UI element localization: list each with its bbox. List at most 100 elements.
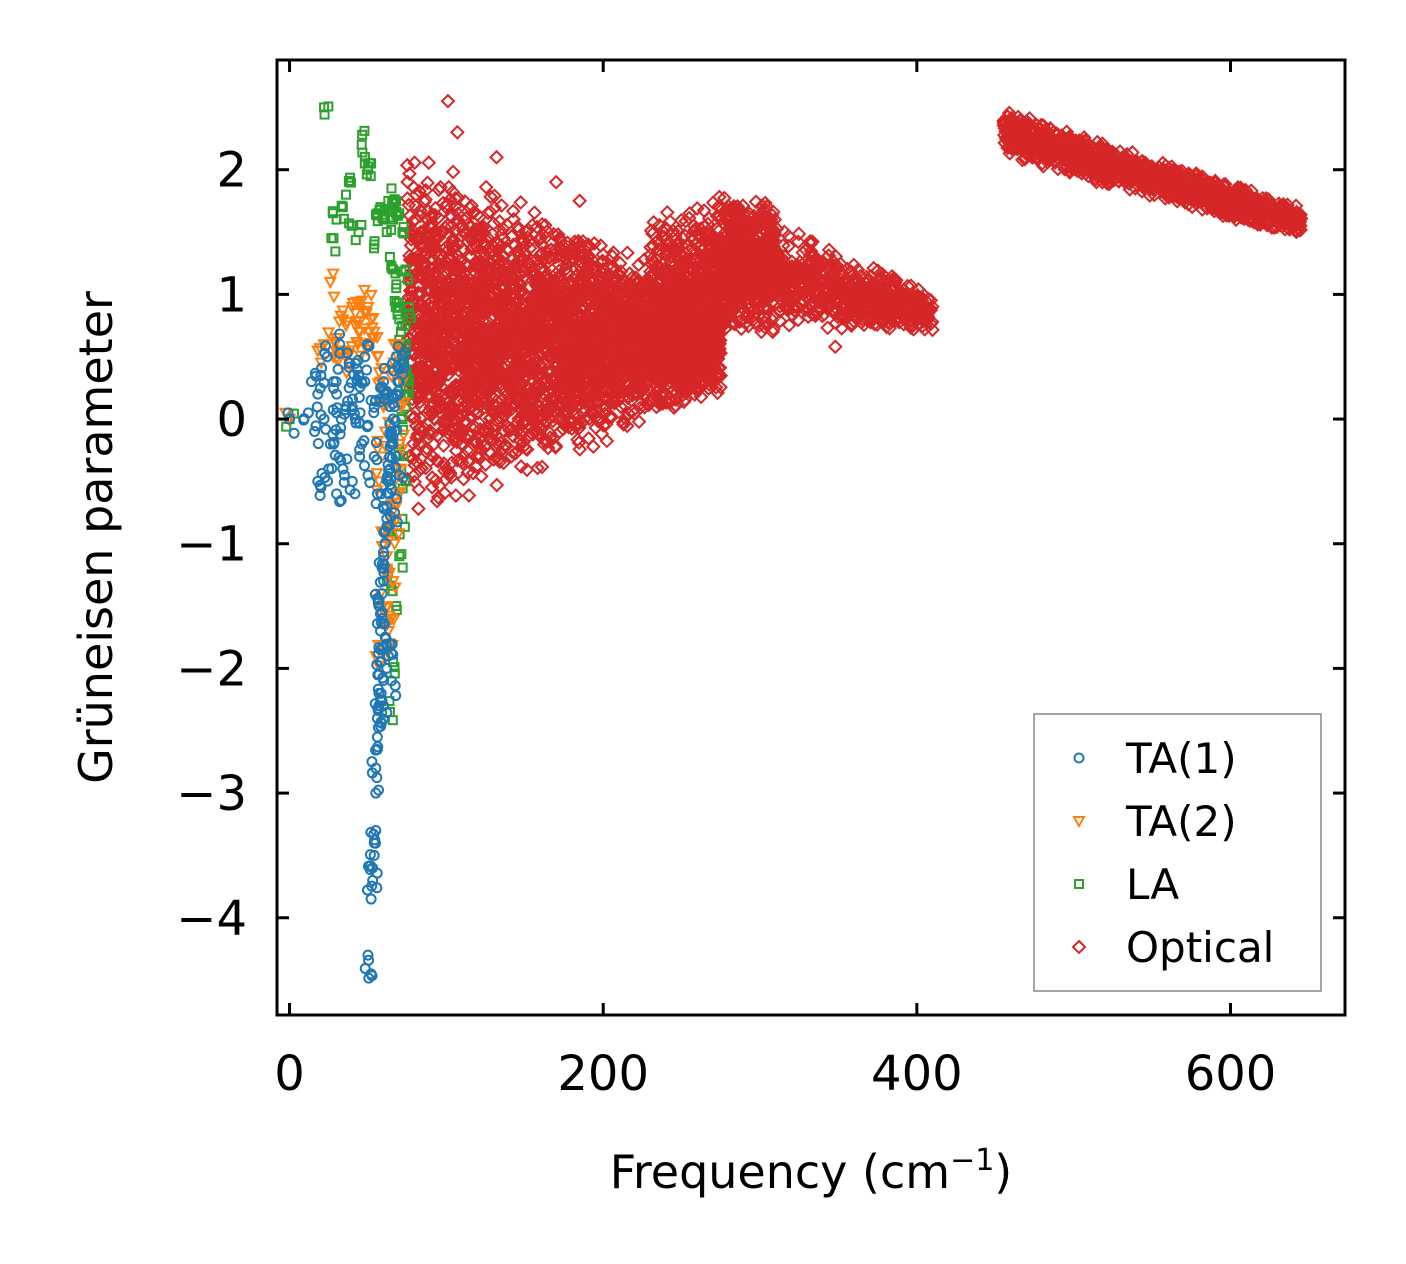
data-point	[568, 419, 584, 435]
data-point	[478, 179, 494, 195]
data-point	[558, 364, 573, 380]
data-point	[518, 224, 534, 240]
data-point	[619, 245, 635, 261]
data-point	[509, 219, 525, 234]
data-point	[542, 346, 558, 362]
data-point	[461, 488, 477, 503]
data-point	[513, 368, 529, 383]
data-point	[520, 254, 536, 270]
data-point	[709, 351, 725, 366]
data-point	[435, 415, 451, 431]
data-point	[489, 271, 504, 287]
data-point	[515, 383, 530, 399]
data-point	[562, 290, 578, 305]
data-point	[452, 253, 468, 269]
data-point	[486, 398, 502, 414]
data-point	[505, 203, 521, 219]
data-point	[423, 271, 439, 287]
data-point	[530, 460, 545, 476]
data-point	[710, 385, 726, 401]
data-point	[546, 284, 561, 300]
data-point	[429, 346, 445, 362]
data-point	[540, 400, 556, 416]
data-point	[505, 251, 521, 267]
data-point	[477, 439, 493, 454]
data-point	[414, 460, 429, 476]
data-point	[564, 246, 580, 261]
data-point	[502, 391, 518, 407]
data-point	[708, 331, 724, 347]
data-point	[713, 379, 728, 395]
data-point	[669, 235, 685, 251]
data-point	[483, 204, 498, 220]
data-point	[433, 179, 448, 195]
data-point	[533, 246, 549, 262]
data-point	[588, 331, 604, 347]
data-point	[486, 216, 502, 231]
data-point	[401, 197, 417, 213]
data-point	[488, 334, 504, 350]
data-point	[424, 316, 440, 332]
data-point	[507, 335, 523, 351]
data-point	[581, 321, 597, 337]
data-point	[550, 338, 566, 354]
data-point	[531, 232, 547, 248]
data-point	[484, 368, 500, 384]
data-point	[409, 442, 425, 458]
data-point	[584, 306, 600, 322]
data-point	[439, 417, 455, 433]
data-point	[479, 420, 495, 436]
data-point	[558, 369, 574, 385]
data-point	[469, 239, 485, 255]
data-point	[405, 347, 421, 363]
data-point	[507, 295, 523, 311]
data-point	[513, 321, 529, 337]
data-point	[485, 321, 501, 337]
data-point	[467, 394, 483, 410]
data-point	[493, 305, 509, 321]
data-point	[658, 387, 674, 402]
data-point	[616, 337, 632, 353]
data-point	[525, 305, 541, 321]
data-point	[533, 359, 549, 375]
data-point	[570, 374, 586, 390]
data-point	[748, 194, 764, 210]
data-point	[517, 322, 533, 338]
data-point	[665, 223, 681, 239]
data-point	[406, 313, 422, 329]
data-point	[550, 227, 566, 242]
data-point	[652, 397, 668, 412]
data-point	[689, 319, 704, 335]
data-point	[639, 396, 655, 412]
data-point	[687, 237, 703, 252]
data-point	[627, 385, 642, 401]
data-point	[601, 386, 617, 401]
data-point	[678, 353, 694, 369]
data-point	[427, 238, 443, 254]
data-point	[603, 328, 619, 344]
data-point	[485, 339, 501, 355]
data-point	[433, 224, 449, 240]
data-point	[684, 255, 699, 271]
data-point	[674, 331, 690, 347]
data-point	[400, 174, 416, 190]
data-point	[412, 286, 428, 302]
data-point	[459, 290, 475, 306]
data-point	[420, 175, 435, 191]
data-point	[415, 239, 430, 255]
data-point	[407, 155, 423, 171]
data-point	[614, 371, 630, 387]
data-point	[547, 300, 563, 315]
data-point	[441, 296, 457, 312]
data-point	[538, 371, 554, 386]
data-point	[405, 229, 421, 244]
data-point	[423, 283, 439, 299]
data-point	[575, 394, 591, 410]
data-point	[529, 289, 545, 304]
data-point	[581, 411, 597, 427]
data-point	[443, 399, 458, 415]
data-point	[541, 366, 557, 381]
data-point	[667, 228, 683, 244]
data-point	[455, 219, 470, 235]
